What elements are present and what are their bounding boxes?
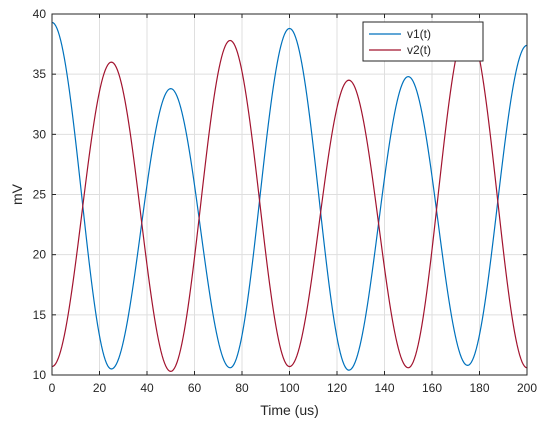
x-tick-label: 100 <box>279 381 299 395</box>
x-tick-label: 0 <box>49 381 56 395</box>
y-tick-label: 35 <box>33 67 47 81</box>
y-tick-label: 10 <box>33 368 47 382</box>
x-tick-label: 60 <box>188 381 202 395</box>
legend-label-v2: v2(t) <box>407 43 431 57</box>
legend-box <box>362 21 484 62</box>
x-tick-label: 180 <box>469 381 489 395</box>
series-line-v2(t) <box>51 25 528 373</box>
y-tick-label: 15 <box>33 308 47 322</box>
series-line-v1(t) <box>51 21 528 371</box>
legend-label-v1: v1(t) <box>407 27 431 41</box>
y-tick-label: 20 <box>33 248 47 262</box>
y-tick-label: 25 <box>33 188 47 202</box>
x-tick-label: 40 <box>140 381 154 395</box>
y-tick-label: 30 <box>33 127 47 141</box>
tick-labels: 0 20 40 60 80 100 120 140 160 180 200 10 15 20 25 30 35 4… <box>33 7 538 395</box>
x-tick-label: 80 <box>235 381 249 395</box>
grid-lines <box>51 13 528 376</box>
legend: v1(t) v2(t) <box>362 21 484 62</box>
x-tick-label: 140 <box>374 381 394 395</box>
plot-area-frame <box>51 13 528 376</box>
x-tick-label: 20 <box>93 381 107 395</box>
y-axis-title: mV <box>9 183 25 205</box>
y-tick-label: 40 <box>33 7 47 21</box>
x-tick-label: 160 <box>422 381 442 395</box>
x-tick-label: 200 <box>517 381 537 395</box>
x-axis-title: Time (us) <box>260 402 319 418</box>
series-lines <box>51 21 528 373</box>
x-tick-label: 120 <box>327 381 347 395</box>
